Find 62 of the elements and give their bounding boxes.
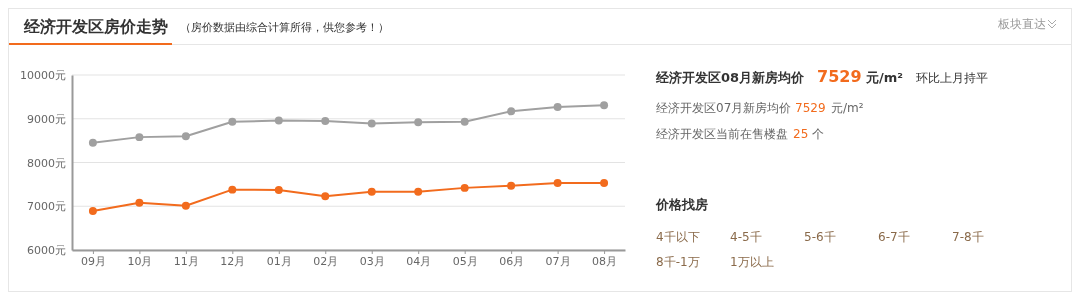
y-tick-label: 8000元 [27, 156, 66, 170]
point [181, 132, 190, 141]
x-tick-label: 12月 [220, 254, 246, 268]
text: 1万以上 [730, 255, 774, 269]
point [553, 102, 562, 111]
text: 4千以下 [656, 230, 700, 244]
text: 个 [812, 127, 824, 141]
text: 元/m² [831, 101, 864, 115]
text: 25 [793, 127, 809, 141]
text: 5-6千 [804, 230, 836, 244]
point [274, 116, 283, 125]
point [507, 107, 516, 116]
point [321, 116, 330, 125]
point [228, 185, 237, 194]
point [367, 119, 376, 128]
text: 4-5千 [730, 230, 762, 244]
chart-subtitle: （房价数据由综合计算所得，供您参考！） [180, 21, 389, 34]
text: 环比上月持平 [916, 71, 988, 85]
x-tick-label: 03月 [359, 254, 385, 268]
y-tick-label: 6000元 [27, 244, 66, 258]
point [88, 207, 97, 216]
x-tick-label: 11月 [173, 254, 199, 268]
chart-title: 经济开发区房价走势 [23, 17, 168, 36]
point [460, 117, 469, 126]
text: 板块直达 [997, 17, 1046, 31]
point [135, 133, 144, 142]
text: 7529 [795, 101, 826, 115]
point [414, 118, 423, 127]
text: 价格找房 [655, 197, 708, 212]
point [181, 201, 190, 210]
text: 经济开发区07月新房均价 [656, 101, 792, 115]
y-tick-label: 7000元 [27, 200, 66, 214]
point [553, 179, 562, 188]
point [600, 101, 609, 110]
text: 7529 [817, 67, 862, 86]
text: 8千-1万 [656, 255, 700, 269]
x-tick-label: 04月 [406, 254, 432, 268]
text: 7-8千 [952, 230, 984, 244]
x-tick-label: 01月 [266, 254, 292, 268]
x-tick-label: 02月 [313, 254, 339, 268]
y-tick-label: 9000元 [27, 112, 66, 126]
point [274, 186, 283, 195]
y-tick-label: 10000元 [20, 69, 66, 83]
text: 经济开发区08月新房均价 [655, 70, 806, 85]
point [507, 181, 516, 190]
x-tick-label: 05月 [452, 254, 478, 268]
point [600, 179, 609, 188]
x-tick-label: 09月 [80, 254, 106, 268]
point [460, 183, 469, 192]
x-tick-label: 06月 [499, 254, 525, 268]
x-tick-label: 07月 [545, 254, 571, 268]
point [367, 187, 376, 196]
x-tick-label: 08月 [592, 254, 618, 268]
point [414, 187, 423, 196]
point [228, 117, 237, 126]
point [321, 192, 330, 201]
text: 经济开发区当前在售楼盘 [656, 127, 788, 141]
point [88, 138, 97, 147]
x-tick-label: 10月 [127, 254, 153, 268]
text: 元/m² [865, 70, 903, 85]
point [135, 198, 144, 207]
text: 6-7千 [878, 230, 910, 244]
